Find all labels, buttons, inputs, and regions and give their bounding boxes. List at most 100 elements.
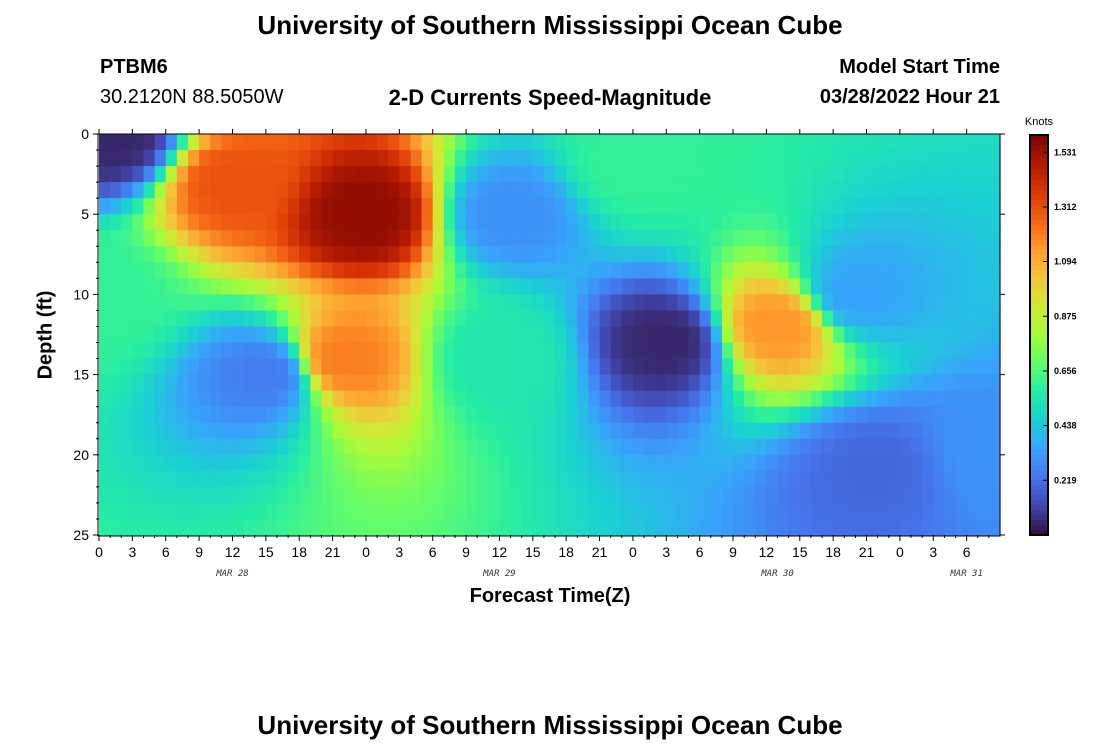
heatmap-cell <box>666 486 679 504</box>
heatmap-cell <box>810 422 823 440</box>
heatmap-cell <box>577 182 590 199</box>
heatmap-cell <box>443 422 456 440</box>
heatmap-cell <box>566 262 578 279</box>
heatmap-cell <box>165 358 178 376</box>
heatmap-cell <box>443 454 456 472</box>
heatmap-cell <box>755 214 767 231</box>
heatmap-cell <box>299 182 311 199</box>
heatmap-cell <box>922 262 934 279</box>
heatmap-cell <box>877 166 890 183</box>
heatmap-cell <box>922 294 934 312</box>
heatmap-cell <box>421 310 434 328</box>
heatmap-cell <box>165 486 178 504</box>
heatmap-cell <box>254 374 267 392</box>
heatmap-cell <box>254 390 267 408</box>
heatmap-cell <box>621 182 634 199</box>
heatmap-cell <box>466 310 478 328</box>
heatmap-cell <box>632 134 645 151</box>
heatmap-cell <box>555 246 567 263</box>
heatmap-cell <box>610 310 623 328</box>
heatmap-cell <box>377 198 389 215</box>
colorbar-segment <box>1030 150 1048 156</box>
heatmap-cell <box>365 438 378 456</box>
heatmap-cell <box>377 422 389 440</box>
heatmap-cell <box>766 486 779 504</box>
heatmap-cell <box>243 294 256 312</box>
heatmap-cell <box>644 390 656 408</box>
heatmap-cell <box>721 358 734 376</box>
heatmap-cell <box>666 422 679 440</box>
heatmap-cell <box>988 310 1001 328</box>
heatmap-cell <box>121 214 133 231</box>
heatmap-cell <box>154 214 167 231</box>
heatmap-cell <box>933 246 945 263</box>
heatmap-cell <box>154 294 167 312</box>
heatmap-cell <box>988 470 1001 488</box>
heatmap-cell <box>254 134 267 151</box>
heatmap-cell <box>243 150 256 167</box>
heatmap-cell <box>621 406 634 424</box>
heatmap-cell <box>354 262 367 279</box>
heatmap-cell <box>822 470 834 488</box>
heatmap-cell <box>666 134 679 151</box>
heatmap-cell <box>777 374 790 392</box>
heatmap-cell <box>299 246 311 263</box>
heatmap-cell <box>399 294 412 312</box>
y-tick-label: 15 <box>73 367 89 383</box>
heatmap-cell <box>276 246 289 263</box>
heatmap-cell <box>799 438 812 456</box>
heatmap-cell <box>532 278 545 295</box>
heatmap-cell <box>944 150 957 167</box>
heatmap-cell <box>844 502 856 520</box>
heatmap-cell <box>844 294 856 312</box>
heatmap-cell <box>621 246 634 263</box>
heatmap-cell <box>621 422 634 440</box>
heatmap-cell <box>499 406 512 424</box>
heatmap-cell <box>499 198 512 215</box>
heatmap-cell <box>710 134 723 151</box>
heatmap-cell <box>966 294 979 312</box>
heatmap-cell <box>833 358 845 376</box>
heatmap-cell <box>99 262 111 279</box>
heatmap-cell <box>755 326 767 344</box>
heatmap-cell <box>321 374 334 392</box>
heatmap-cell <box>276 358 289 376</box>
heatmap-cell <box>454 246 467 263</box>
heatmap-cell <box>176 166 189 183</box>
heatmap-cell <box>488 518 501 536</box>
heatmap-cell <box>499 454 512 472</box>
heatmap-cell <box>176 390 189 408</box>
heatmap-cell <box>888 246 901 263</box>
colorbar-segment <box>1030 450 1048 456</box>
heatmap-cell <box>210 278 222 295</box>
heatmap-cell <box>944 406 957 424</box>
heatmap-cell <box>899 358 912 376</box>
heatmap-cell <box>966 262 979 279</box>
heatmap-cell <box>733 182 745 199</box>
heatmap-cell <box>176 422 189 440</box>
heatmap-cell <box>121 182 133 199</box>
heatmap-cell <box>132 454 145 472</box>
heatmap-cell <box>399 262 412 279</box>
heatmap-cell <box>822 326 834 344</box>
heatmap-cell <box>365 310 378 328</box>
heatmap-cell <box>176 262 189 279</box>
heatmap-cell <box>666 246 679 263</box>
heatmap-cell <box>265 166 278 183</box>
heatmap-cell <box>165 198 178 215</box>
heatmap-cell <box>243 166 256 183</box>
heatmap-cell <box>844 246 856 263</box>
heatmap-cell <box>332 134 345 151</box>
heatmap-cell <box>777 326 790 344</box>
heatmap-cell <box>977 150 990 167</box>
colorbar-segment <box>1030 360 1048 366</box>
heatmap-cell <box>788 374 801 392</box>
heatmap-cell <box>610 374 623 392</box>
colorbar-segment <box>1030 465 1048 471</box>
heatmap-cell <box>410 198 423 215</box>
heatmap-cell <box>232 310 245 328</box>
heatmap-cell <box>176 342 189 360</box>
heatmap-cell <box>988 278 1001 295</box>
heatmap-cell <box>454 214 467 231</box>
heatmap-cell <box>888 150 901 167</box>
